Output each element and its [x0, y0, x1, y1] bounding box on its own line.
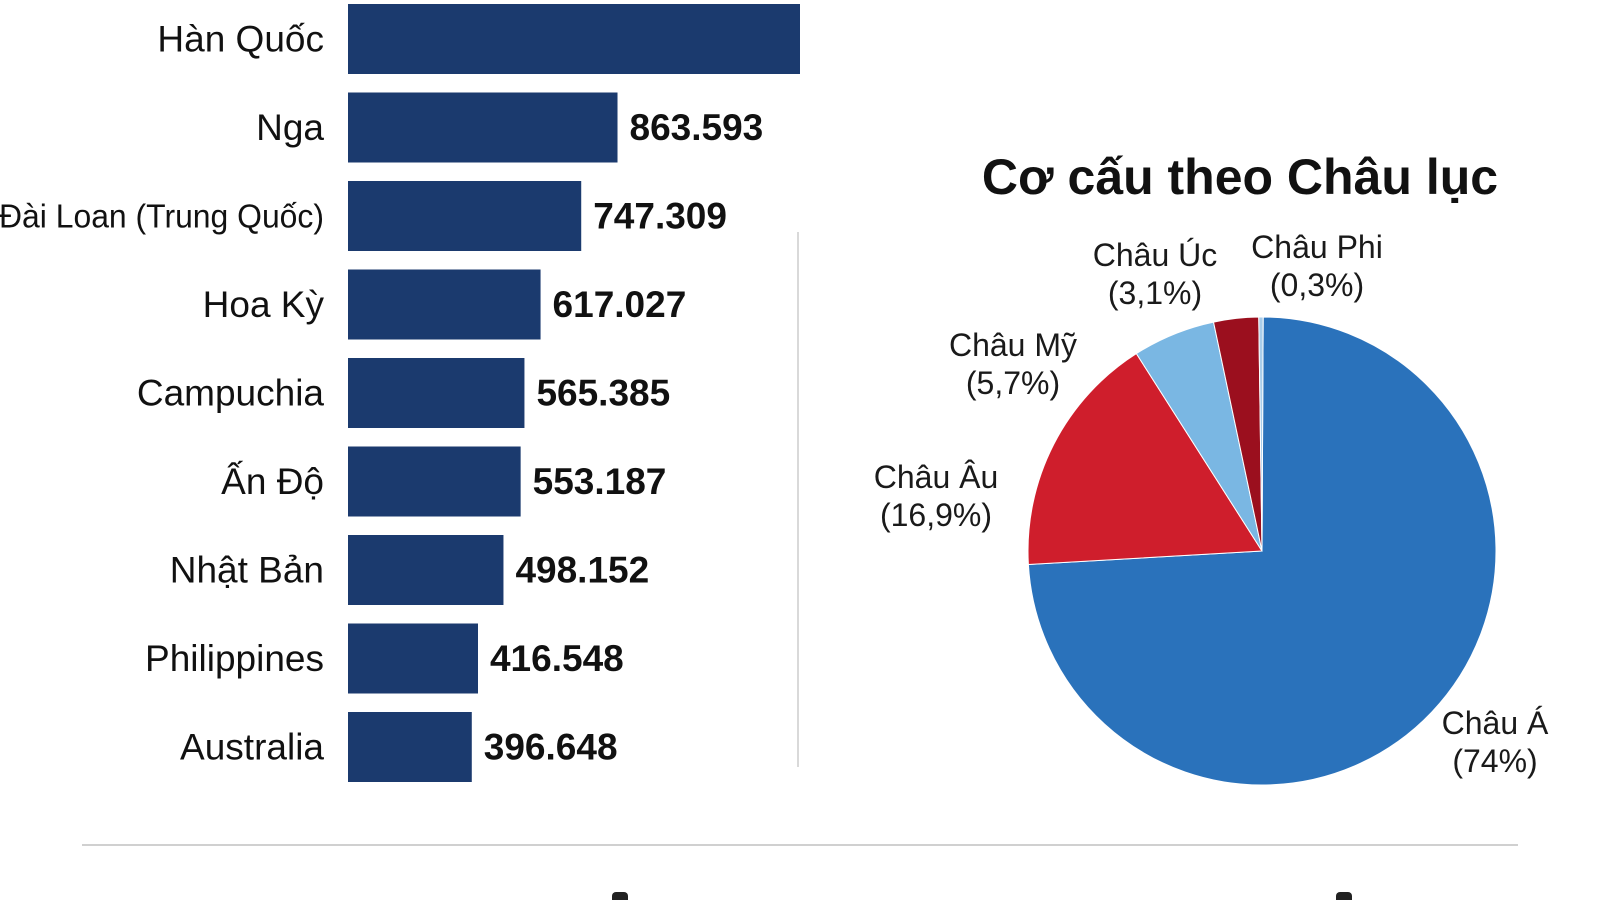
bar-value-label-1: 863.593: [630, 107, 764, 148]
pie-label-value: (3,1%): [1107, 275, 1203, 311]
bar-value-label-4: 565.385: [536, 373, 670, 414]
pie-label-value: (16,9%): [879, 497, 993, 533]
pie-label-chau-my: Châu Mỹ (5,7%): [928, 326, 1098, 402]
bar-category-label-1: Nga: [256, 107, 324, 148]
section-divider-vertical: [797, 232, 799, 767]
pie-label-name: Châu Mỹ: [948, 327, 1078, 363]
cropped-text-fragments: [0, 888, 1600, 900]
section-divider-horizontal: [82, 844, 1518, 846]
bar-category-label-7: Philippines: [145, 638, 324, 679]
pie-chart-title: Cơ cấu theo Châu lục: [981, 149, 1499, 205]
bar-category-label-3: Hoa Kỳ: [203, 284, 325, 325]
bar-value-label-8: 396.648: [484, 727, 618, 768]
pie-slice-4: [1258, 316, 1264, 552]
bar-7: [348, 623, 478, 694]
pie-label-value: (5,7%): [965, 365, 1061, 401]
pie-label-chau-au: Châu Âu (16,9%): [856, 458, 1016, 534]
pie-label-value: (74%): [1452, 743, 1538, 779]
bar-category-label-0: Hàn Quốc: [157, 19, 324, 60]
bar-category-label-5: Ấn Độ: [221, 461, 324, 502]
bar-category-label-4: Campuchia: [137, 373, 325, 414]
bar-value-label-7: 416.548: [490, 638, 624, 679]
bar-1: [348, 92, 618, 163]
pie-slice-1: [1027, 352, 1263, 566]
bar-5: [348, 446, 521, 517]
pie-label-chau-a: Châu Á (74%): [1415, 704, 1575, 780]
bar-8: [348, 712, 472, 782]
bar-0: [348, 4, 800, 74]
pie-label-chau-phi: Châu Phi (0,3%): [1232, 228, 1402, 304]
bar-4: [348, 358, 525, 428]
bar-2: [348, 181, 582, 251]
pie-label-name: Châu Úc: [1092, 237, 1218, 273]
bar-category-label-8: Australia: [180, 727, 324, 768]
pie-label-name: Châu Phi: [1251, 229, 1383, 265]
pie-label-name: Châu Âu: [873, 459, 999, 495]
bar-category-label-6: Nhật Bản: [170, 550, 324, 591]
bar-value-label-5: 553.187: [533, 461, 667, 502]
bar-value-label-3: 617.027: [553, 284, 687, 325]
bar-value-label-2: 747.309: [593, 196, 727, 237]
bar-3: [348, 269, 541, 340]
pie-label-name: Châu Á: [1441, 705, 1549, 741]
pie-label-value: (0,3%): [1269, 267, 1365, 303]
bar-value-label-6: 498.152: [515, 550, 649, 591]
pie-label-chau-uc: Châu Úc (3,1%): [1070, 236, 1240, 312]
bar-6: [348, 535, 504, 605]
bar-category-label-2: Đài Loan (Trung Quốc): [0, 198, 324, 235]
